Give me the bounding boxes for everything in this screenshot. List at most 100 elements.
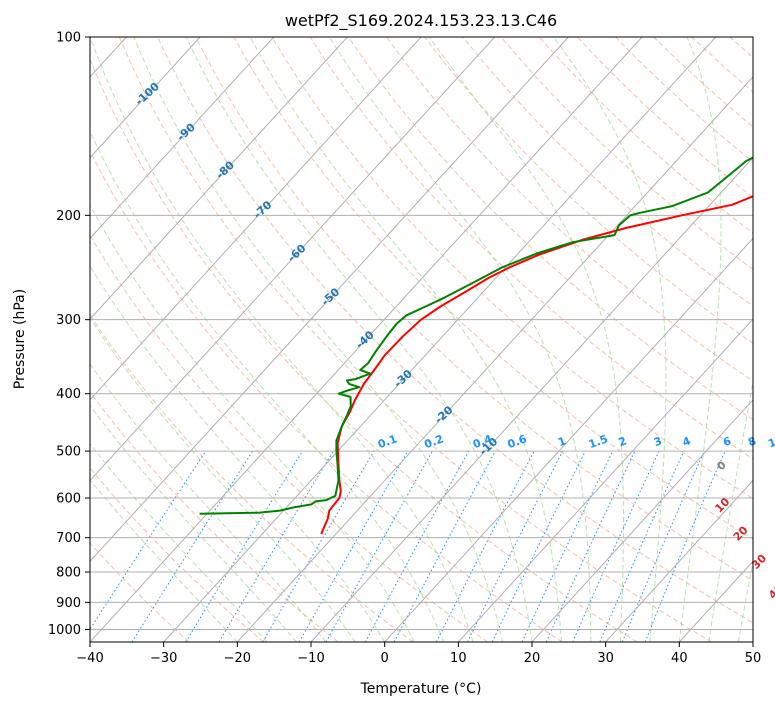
y-tick-label: 600 xyxy=(56,492,81,507)
moist-adiabat-label: 40 xyxy=(766,582,775,602)
y-tick-label: 200 xyxy=(56,209,81,224)
mixing-ratio-line xyxy=(572,450,660,642)
y-tick-label: 800 xyxy=(56,566,81,581)
isotherm xyxy=(752,641,753,642)
moist-adiabat xyxy=(737,559,753,642)
mixing-ratio-label: 6 xyxy=(721,434,733,449)
y-axis-label: Pressure (hPa) xyxy=(12,289,28,389)
moist-adiabat xyxy=(249,37,562,642)
background-lines xyxy=(90,37,753,642)
x-tick-label: −40 xyxy=(76,651,103,666)
dry-adiabat xyxy=(90,149,563,642)
series-lines xyxy=(199,156,753,535)
moist-adiabat xyxy=(185,37,533,642)
dry-adiabat xyxy=(90,467,264,642)
mixing-ratio-line xyxy=(185,450,304,642)
x-axis-ticks: −40 −30 −20 −10 0 10 20 30 40 50 xyxy=(76,642,761,666)
moist-adiabat xyxy=(708,378,753,642)
moist-adiabat xyxy=(90,317,356,642)
isotherm xyxy=(90,37,422,401)
dry-adiabat xyxy=(386,37,753,382)
isotherm xyxy=(605,479,753,642)
mixing-ratio-line xyxy=(467,450,564,642)
mixing-ratio-label: 10 xyxy=(766,433,775,451)
isotherm xyxy=(90,37,496,482)
mixing-ratio-label: 2 xyxy=(617,434,629,449)
chart-title: wetPf2_S169.2024.153.23.13.C46 xyxy=(285,11,557,31)
y-axis-ticks: 1000 900 800 700 600 500 400 300 200 100 xyxy=(48,31,90,638)
isotherm xyxy=(457,318,753,642)
temperature-line xyxy=(320,195,753,535)
mixing-ratio-line xyxy=(599,450,685,642)
x-tick-label: 40 xyxy=(671,651,688,666)
dry-adiabat xyxy=(653,37,753,128)
isotherm xyxy=(163,37,717,642)
dry-adiabat xyxy=(729,37,753,59)
moist-adiabat xyxy=(328,37,592,642)
x-tick-label: 50 xyxy=(745,651,762,666)
y-tick-label: 900 xyxy=(56,596,81,611)
isotherm xyxy=(310,156,753,642)
mixing-ratio-label: 1.5 xyxy=(587,432,610,451)
y-tick-label: 700 xyxy=(56,531,81,546)
moist-adiabat xyxy=(90,130,445,642)
mixing-ratio-label: 0.2 xyxy=(423,432,446,451)
moist-adiabat xyxy=(678,37,722,642)
moist-adiabat xyxy=(90,479,238,642)
mixing-ratio-label: 4 xyxy=(681,434,693,449)
dry-adiabat xyxy=(691,37,753,93)
y-tick-label: 1000 xyxy=(48,623,81,638)
mixing-ratio-line xyxy=(364,450,470,642)
mixing-ratio-line xyxy=(621,450,705,642)
dry-adiabat xyxy=(157,37,753,624)
mixing-ratio-line xyxy=(325,450,433,642)
dry-adiabat xyxy=(271,37,753,500)
moist-adiabat-label: 20 xyxy=(731,523,751,543)
y-tick-label: 400 xyxy=(56,387,81,402)
dry-adiabat xyxy=(576,37,753,198)
mixing-ratio-label: 3 xyxy=(652,434,664,449)
dry-adiabat xyxy=(309,37,753,460)
isotherm xyxy=(90,37,201,159)
dry-adiabat xyxy=(90,542,190,642)
x-tick-label: 30 xyxy=(597,651,614,666)
dry-adiabat xyxy=(90,391,339,642)
moist-adiabat xyxy=(90,443,268,642)
mixing-ratio-line xyxy=(131,450,254,642)
dry-adiabat xyxy=(195,37,753,582)
dewpoint-line xyxy=(199,156,753,515)
mixing-ratio-label: 0.6 xyxy=(506,432,529,451)
isotherm xyxy=(90,37,348,320)
y-tick-label: 100 xyxy=(56,31,81,46)
isotherm xyxy=(90,37,569,563)
moist-adiabat xyxy=(553,37,667,642)
x-axis-label: Temperature (°C) xyxy=(360,681,482,697)
moist-adiabat xyxy=(90,37,474,642)
mixing-ratio-line xyxy=(218,450,334,642)
x-tick-label: 0 xyxy=(381,651,389,666)
mixing-ratio-line xyxy=(491,450,586,642)
isotherm xyxy=(90,37,643,642)
dry-adiabat xyxy=(615,37,753,163)
isotherm xyxy=(90,37,275,240)
isotherm xyxy=(236,76,753,642)
isotherm xyxy=(384,237,753,642)
mixing-ratio-label: 0.4 xyxy=(471,432,494,451)
dry-adiabat xyxy=(90,58,638,642)
x-tick-label: −30 xyxy=(150,651,177,666)
moist-adiabat xyxy=(133,37,503,642)
moist-adiabat xyxy=(90,404,297,642)
x-tick-label: −10 xyxy=(297,651,324,666)
y-tick-label: 300 xyxy=(56,313,81,328)
x-tick-label: 20 xyxy=(524,651,541,666)
dry-adiabat xyxy=(462,37,753,307)
moist-adiabat xyxy=(428,37,624,642)
mixing-ratio-label: 1 xyxy=(556,434,568,449)
moist-adiabat xyxy=(90,264,386,642)
mixing-ratio-line xyxy=(393,450,496,642)
dry-adiabat xyxy=(90,313,414,642)
mixing-ratio-label: 0.1 xyxy=(376,432,399,451)
dry-adiabat xyxy=(424,37,753,344)
moist-adiabat xyxy=(90,204,415,642)
